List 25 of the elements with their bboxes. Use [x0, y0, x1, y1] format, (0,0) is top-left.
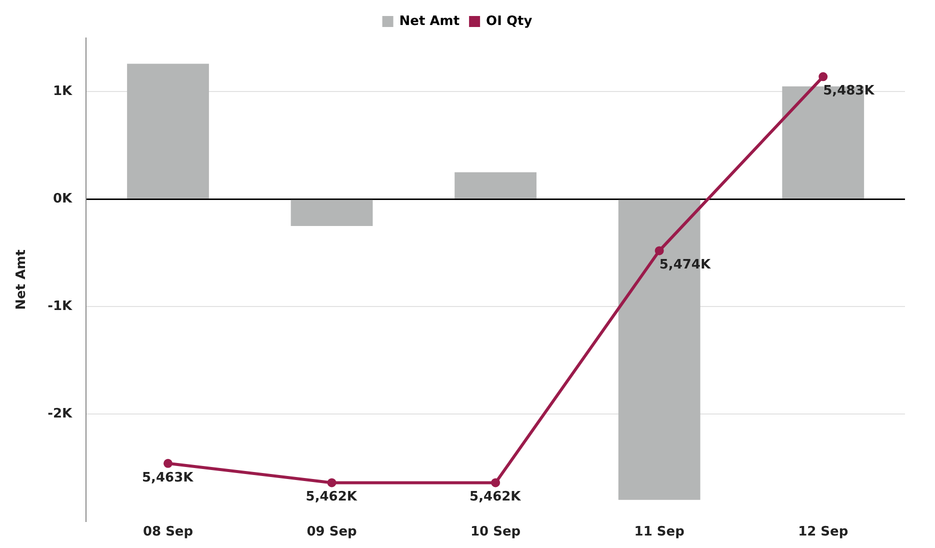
- data-label: 5,474K: [659, 258, 712, 273]
- x-tick-label: 09 Sep: [306, 524, 357, 540]
- point: [164, 458, 173, 468]
- point: [818, 72, 828, 82]
- x-tick-label: 11 Sep: [634, 524, 684, 540]
- y-tick-label: -1K: [48, 298, 74, 314]
- data-label: 5,463K: [142, 470, 194, 486]
- bar: [454, 172, 536, 198]
- y-axis-title: Net Amt: [14, 250, 30, 310]
- legend-label: Net Amt: [399, 14, 460, 29]
- data-label: 5,483K: [823, 84, 876, 99]
- point: [327, 478, 336, 488]
- bar: [290, 200, 373, 226]
- data-label: 5,462K: [470, 490, 522, 505]
- data-label: 5,462K: [306, 490, 358, 505]
- point: [491, 478, 500, 488]
- y-tick-label: 0K: [52, 192, 74, 207]
- x-tick-label: 10 Sep: [470, 524, 521, 540]
- legend-label: OI Qty: [486, 14, 533, 29]
- bar: [127, 64, 209, 198]
- x-tick-label: 12 Sep: [798, 524, 848, 540]
- x-tick-label: 08 Sep: [142, 524, 194, 540]
- point: [654, 246, 664, 256]
- y-tick-label: -2K: [48, 406, 74, 422]
- y-tick-label: 1K: [52, 84, 74, 100]
